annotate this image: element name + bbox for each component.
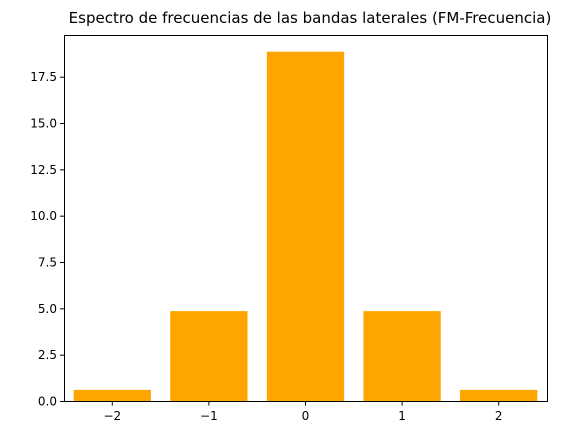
y-tick-label: 15.0 <box>30 117 57 131</box>
y-tick-label: 5.0 <box>38 302 57 316</box>
y-tick-label: 2.5 <box>38 348 57 362</box>
bars <box>73 51 538 402</box>
x-tick-label: 2 <box>495 409 503 423</box>
x-tick-label: −1 <box>200 409 218 423</box>
y-tick-label: 10.0 <box>30 209 57 223</box>
x-tick-label: 0 <box>302 409 310 423</box>
chart-title: Espectro de frecuencias de las bandas la… <box>69 9 552 27</box>
y-tick-label: 7.5 <box>38 256 57 270</box>
y-tick-label: 0.0 <box>38 395 57 409</box>
bar-0 <box>73 389 151 401</box>
plot-frame <box>64 35 548 402</box>
bar-1 <box>170 311 248 401</box>
bar-3 <box>363 311 441 401</box>
y-tick-label: 17.5 <box>30 70 57 84</box>
x-tick-label: −2 <box>103 409 121 423</box>
x-axis-ticks: −2 −1 0 1 2 <box>103 401 503 423</box>
bar-2 <box>266 51 345 402</box>
y-tick-label: 12.5 <box>30 163 57 177</box>
bar-4 <box>460 389 538 401</box>
x-tick-label: 1 <box>398 409 406 423</box>
y-axis-ticks: 0.0 2.5 5.0 7.5 10.0 12.5 15.0 17.5 <box>30 70 65 409</box>
